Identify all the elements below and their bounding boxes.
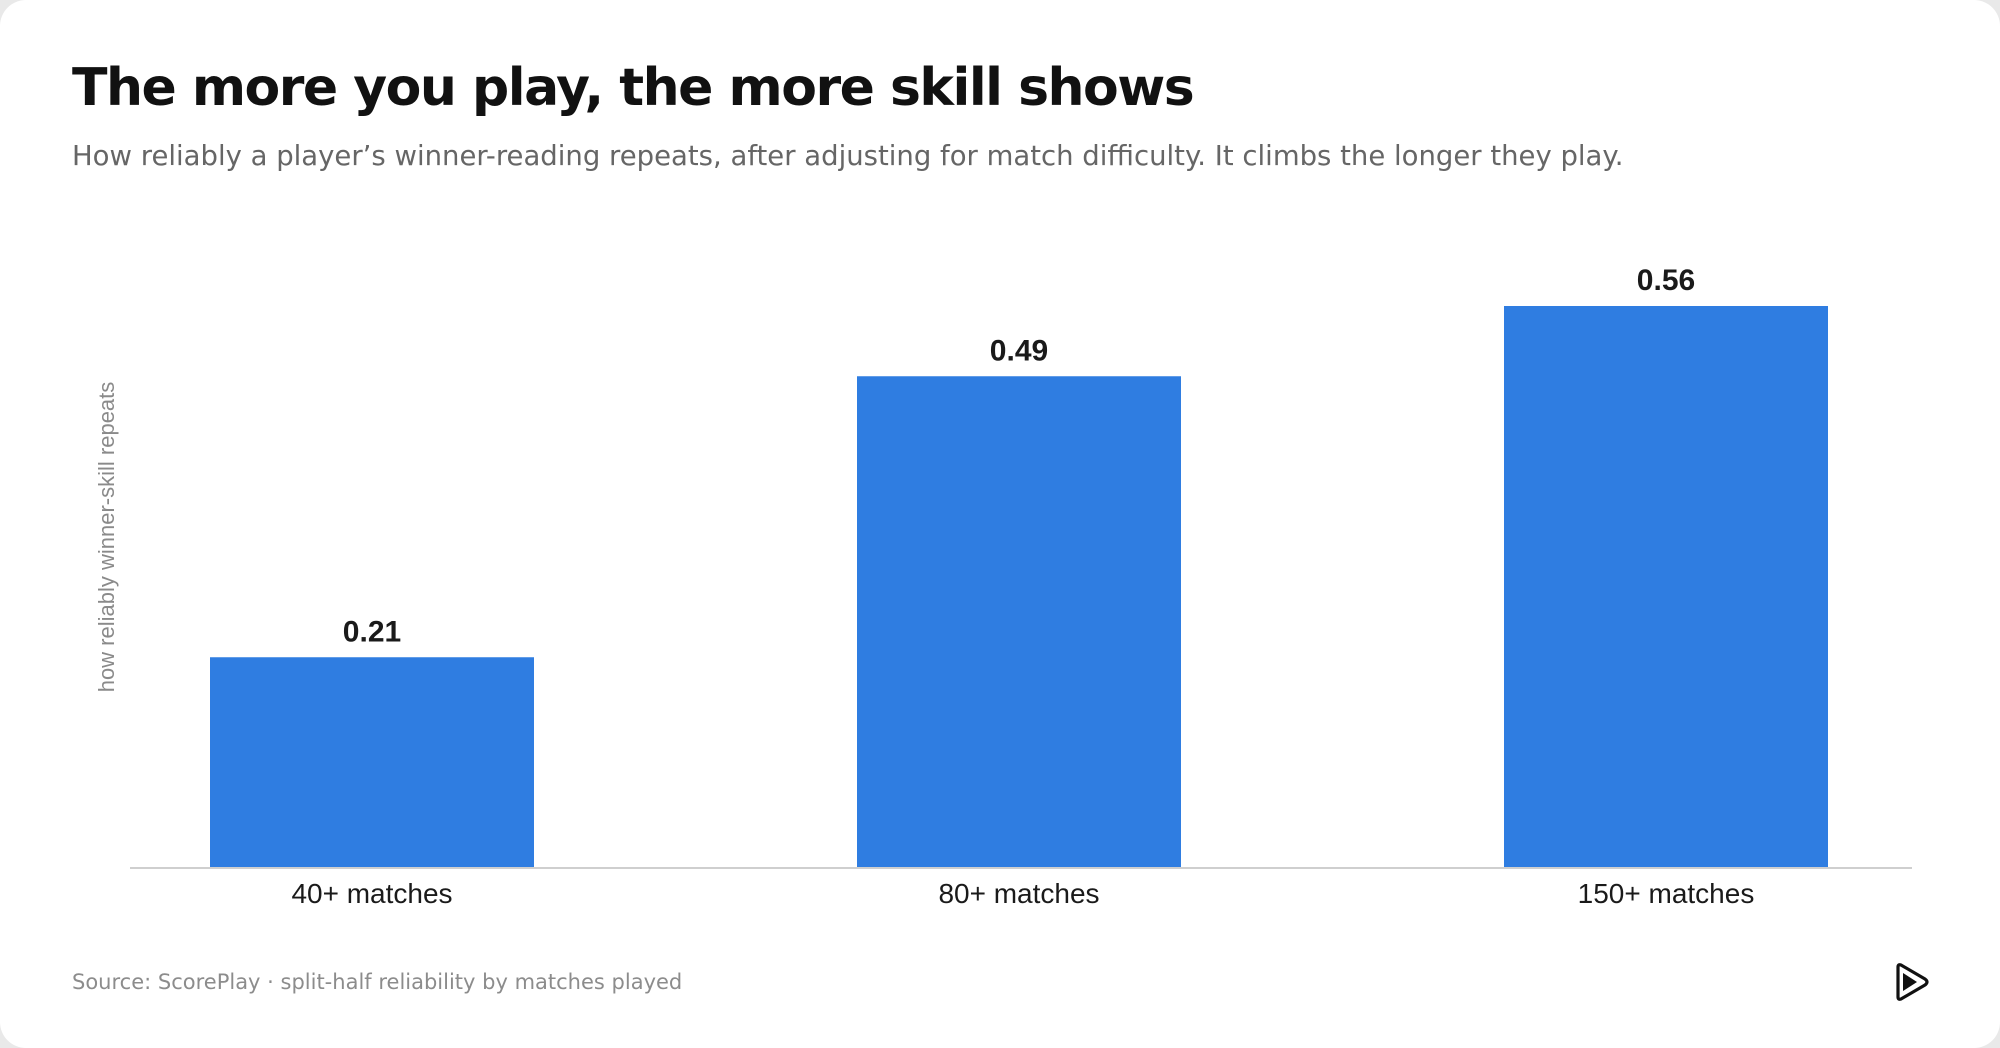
bar-value-label: 0.49 bbox=[990, 334, 1048, 367]
bar-3 bbox=[1504, 306, 1828, 868]
bar-2 bbox=[857, 376, 1181, 868]
bar-1 bbox=[210, 657, 534, 868]
x-tick-label: 80+ matches bbox=[938, 878, 1099, 909]
bar-value-label: 0.56 bbox=[1637, 264, 1695, 297]
x-tick-label: 150+ matches bbox=[1578, 878, 1755, 909]
x-tick-label: 40+ matches bbox=[291, 878, 452, 909]
bar-value-label: 0.21 bbox=[343, 615, 401, 648]
play-logo-icon bbox=[1896, 963, 1929, 1001]
chart-title: The more you play, the more skill shows bbox=[72, 58, 1195, 118]
source-note: Source: ScorePlay · split-half reliabili… bbox=[72, 970, 683, 994]
chart-subtitle: How reliably a player’s winner-reading r… bbox=[72, 140, 1624, 172]
